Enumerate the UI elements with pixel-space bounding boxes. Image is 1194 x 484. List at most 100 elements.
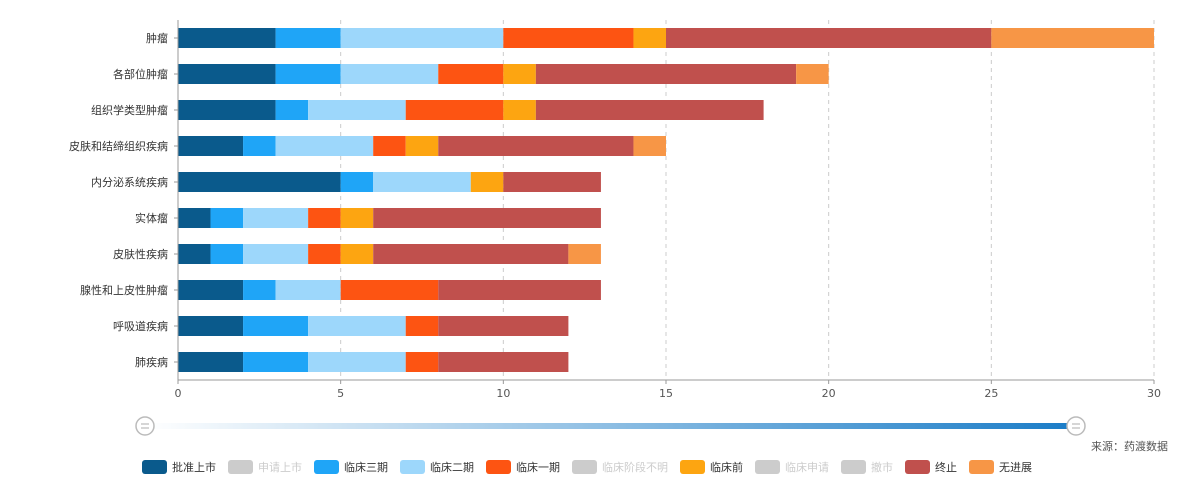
- bar-segment[interactable]: [470, 172, 504, 192]
- bar-segment[interactable]: [405, 352, 439, 372]
- legend-item[interactable]: 申请上市: [228, 460, 302, 474]
- bar-segment[interactable]: [340, 280, 439, 300]
- x-tick-label: 30: [1147, 387, 1161, 400]
- bar-segment[interactable]: [373, 208, 601, 228]
- bar-segment[interactable]: [275, 136, 374, 156]
- data-zoom-slider[interactable]: [135, 416, 1086, 436]
- bar-segment[interactable]: [535, 64, 797, 84]
- category-label: 肺疾病: [135, 355, 168, 369]
- zoom-track[interactable]: [145, 423, 1076, 429]
- source-note: 来源：药渡数据: [1091, 439, 1168, 453]
- bar-segment[interactable]: [438, 280, 601, 300]
- legend-swatch: [486, 460, 511, 474]
- bar-segment[interactable]: [243, 208, 309, 228]
- legend[interactable]: 批准上市 申请上市 临床三期 临床二期 临床一期 临床阶段不明 临床前 临床申请 撤市 终止 无进展: [142, 460, 1032, 474]
- bar-segment[interactable]: [568, 244, 601, 264]
- bar-segment[interactable]: [405, 100, 504, 120]
- bar-segment[interactable]: [405, 136, 439, 156]
- zoom-handle-circle[interactable]: [1066, 416, 1086, 436]
- bar-segment[interactable]: [373, 136, 406, 156]
- legend-swatch: [905, 460, 930, 474]
- bar-segment[interactable]: [275, 100, 309, 120]
- bar-segment[interactable]: [503, 172, 601, 192]
- bar-segment[interactable]: [438, 352, 569, 372]
- bar-segment[interactable]: [503, 64, 536, 84]
- bar-segment[interactable]: [178, 136, 244, 156]
- bar-segment[interactable]: [178, 352, 244, 372]
- legend-item[interactable]: 无进展: [969, 460, 1032, 474]
- bar-segment[interactable]: [340, 172, 374, 192]
- zoom-handle-left[interactable]: [135, 416, 155, 436]
- bar-segment[interactable]: [178, 280, 244, 300]
- x-tick-label: 0: [175, 387, 182, 400]
- bar-segment[interactable]: [796, 64, 829, 84]
- bar-segment[interactable]: [991, 28, 1154, 48]
- zoom-handle-right[interactable]: [1066, 416, 1086, 436]
- legend-item[interactable]: 临床申请: [755, 460, 829, 474]
- bar-segment[interactable]: [340, 64, 439, 84]
- category-label: 皮肤和结缔组织疾病: [69, 139, 168, 153]
- bar-segment[interactable]: [178, 208, 211, 228]
- legend-label: 无进展: [999, 461, 1032, 474]
- bar-segment[interactable]: [308, 208, 341, 228]
- bar-segment[interactable]: [340, 28, 504, 48]
- bar-segment[interactable]: [178, 28, 276, 48]
- bar-segment[interactable]: [178, 244, 211, 264]
- zoom-handle-circle[interactable]: [135, 416, 155, 436]
- bar-segment[interactable]: [438, 136, 634, 156]
- bar-segment[interactable]: [243, 352, 309, 372]
- bar-segment[interactable]: [308, 100, 406, 120]
- legend-swatch: [572, 460, 597, 474]
- bar-segment[interactable]: [666, 28, 992, 48]
- legend-label: 临床二期: [430, 460, 474, 474]
- bar-segment[interactable]: [275, 28, 341, 48]
- bar-segment[interactable]: [178, 172, 341, 192]
- legend-item[interactable]: 批准上市: [142, 460, 216, 474]
- bar-segment[interactable]: [535, 100, 764, 120]
- legend-item[interactable]: 终止: [905, 460, 957, 474]
- bar-segment[interactable]: [308, 244, 341, 264]
- legend-label: 临床阶段不明: [602, 460, 668, 474]
- bar-segment[interactable]: [210, 208, 244, 228]
- bar-segment[interactable]: [243, 280, 276, 300]
- legend-item[interactable]: 临床前: [680, 460, 743, 474]
- legend-label: 临床一期: [516, 460, 560, 474]
- bar-segment[interactable]: [275, 280, 341, 300]
- bar-segment[interactable]: [178, 316, 244, 336]
- bar-segment[interactable]: [438, 316, 569, 336]
- bar-segment[interactable]: [210, 244, 244, 264]
- bar-segment[interactable]: [373, 172, 471, 192]
- legend-label: 临床三期: [344, 460, 388, 474]
- bar-segment[interactable]: [503, 100, 536, 120]
- bar-segment[interactable]: [438, 64, 504, 84]
- category-label: 呼吸道疾病: [113, 319, 168, 333]
- bar-segment[interactable]: [633, 136, 666, 156]
- legend-label: 临床申请: [785, 460, 829, 474]
- legend-item[interactable]: 临床三期: [314, 460, 388, 474]
- bar-segment[interactable]: [340, 244, 374, 264]
- legend-item[interactable]: 临床一期: [486, 460, 560, 474]
- bar-segment[interactable]: [178, 100, 276, 120]
- bar-segment[interactable]: [340, 208, 374, 228]
- bar-segment[interactable]: [275, 64, 341, 84]
- category-label: 实体瘤: [135, 211, 168, 225]
- legend-swatch: [680, 460, 705, 474]
- category-label: 腺性和上皮性肿瘤: [80, 283, 168, 297]
- bar-segment[interactable]: [373, 244, 569, 264]
- bar-segment[interactable]: [308, 352, 406, 372]
- legend-item[interactable]: 撤市: [841, 460, 893, 474]
- bar-segment[interactable]: [405, 316, 439, 336]
- bar-segment[interactable]: [178, 64, 276, 84]
- bar-segment[interactable]: [503, 28, 634, 48]
- legend-swatch: [142, 460, 167, 474]
- bar-segment[interactable]: [243, 316, 309, 336]
- legend-item[interactable]: 临床二期: [400, 460, 474, 474]
- bar-segment[interactable]: [243, 244, 309, 264]
- legend-item[interactable]: 临床阶段不明: [572, 460, 668, 474]
- bar-segment[interactable]: [633, 28, 666, 48]
- bar-segment[interactable]: [243, 136, 276, 156]
- bar-segment[interactable]: [308, 316, 406, 336]
- category-label: 组织学类型肿瘤: [91, 103, 168, 117]
